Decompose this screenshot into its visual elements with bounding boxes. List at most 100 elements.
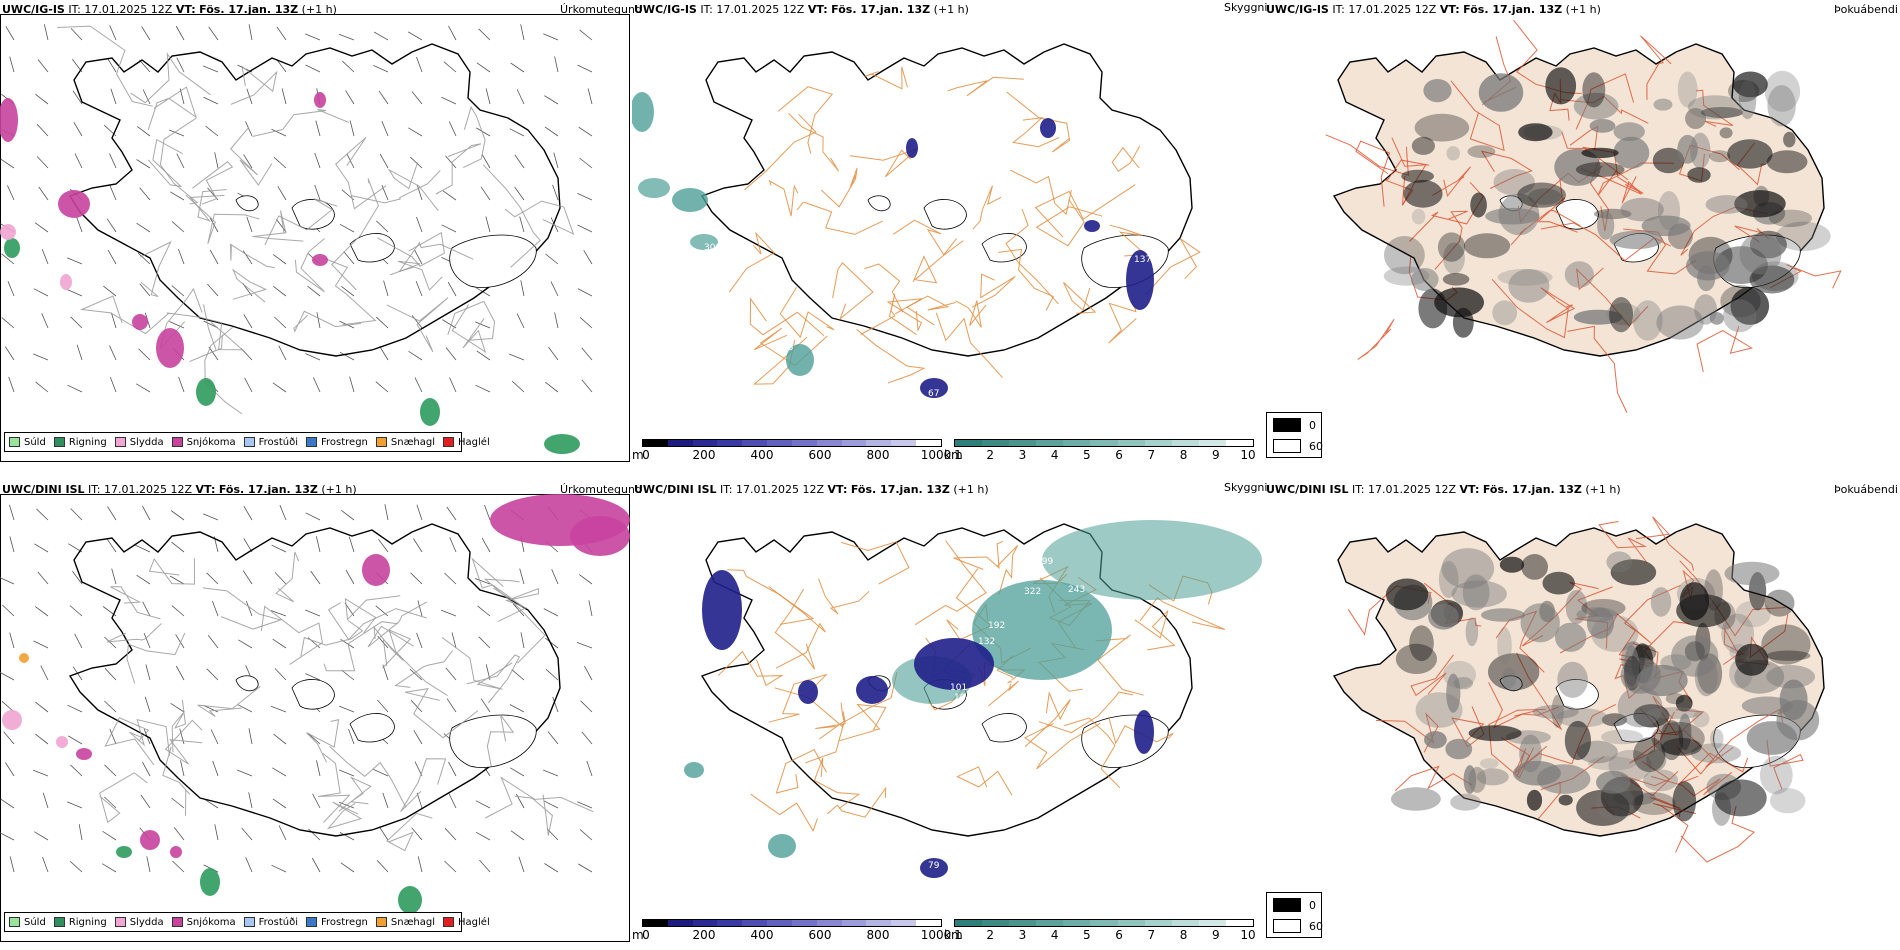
- fog-area: [1601, 713, 1628, 727]
- wind-barb: [443, 61, 457, 73]
- road: [1434, 210, 1468, 270]
- fog-area: [1767, 85, 1796, 127]
- wind-barb: [35, 733, 49, 745]
- wind-barb: [577, 193, 593, 201]
- snow-areas: [76, 494, 630, 858]
- wind-barb: [441, 96, 457, 105]
- road: [1038, 691, 1134, 734]
- wind-barb: [445, 347, 457, 361]
- wind-barb: [109, 25, 117, 41]
- legend-label: Slydda: [129, 436, 164, 448]
- road: [110, 586, 161, 620]
- cloudbase-label: 243: [1068, 585, 1085, 595]
- precip-area: [314, 92, 326, 108]
- fog-area: [1761, 624, 1811, 665]
- road: [335, 137, 387, 210]
- wind-barb: [203, 513, 219, 521]
- wind-barb: [514, 186, 525, 201]
- fog-area: [1401, 169, 1434, 183]
- road: [1347, 585, 1432, 636]
- wind-barb: [8, 376, 15, 393]
- wind-barb: [0, 577, 15, 585]
- fog-area: [1596, 770, 1631, 794]
- road: [1023, 722, 1101, 770]
- wind-barb: [341, 509, 355, 521]
- wind-barb: [587, 88, 593, 105]
- wind-barb: [481, 153, 491, 169]
- fog-area: [1764, 70, 1801, 112]
- fog-area: [1646, 707, 1702, 719]
- wind-barb: [206, 668, 219, 681]
- wind-barb: [305, 512, 321, 521]
- wind-barb: [481, 537, 491, 553]
- road: [1145, 238, 1201, 296]
- wind-barb: [478, 636, 491, 649]
- road: [914, 540, 987, 626]
- legend-swatch: [443, 917, 455, 927]
- wind-barb: [577, 288, 593, 297]
- wind-barb: [33, 640, 49, 649]
- fog-area: [1692, 710, 1710, 728]
- fog-area: [1734, 190, 1786, 218]
- wind-barb: [238, 639, 253, 649]
- road: [1561, 125, 1599, 150]
- fog-area: [1620, 197, 1664, 222]
- fog-area: [1462, 574, 1490, 611]
- wind-barb: [544, 126, 559, 137]
- wind-barb: [76, 216, 83, 233]
- road: [1770, 264, 1842, 289]
- row1-visibility-colorbar: km 1 2 3 4 5 6 7 8 9 10: [944, 436, 1264, 466]
- road: [1620, 760, 1679, 797]
- wind-barb: [111, 312, 117, 329]
- fog-area: [1588, 756, 1637, 771]
- road: [935, 312, 1003, 379]
- road: [338, 776, 372, 812]
- road: [483, 578, 546, 664]
- precip-area: [116, 846, 132, 858]
- wind-barb: [41, 313, 49, 329]
- fog-area: [1636, 664, 1688, 697]
- colorbar-tick: 200: [692, 928, 716, 942]
- wind-barb: [37, 59, 49, 73]
- precip-area: [786, 344, 814, 376]
- road: [728, 231, 775, 293]
- wind-barb: [554, 312, 559, 329]
- wind-barb: [410, 156, 423, 169]
- wind-barb: [338, 705, 355, 713]
- precip-area: [56, 736, 68, 748]
- road: [294, 238, 325, 293]
- wind-barb: [240, 348, 253, 361]
- wind-barb: [245, 121, 253, 137]
- wind-barb: [169, 321, 185, 329]
- road: [1536, 178, 1578, 233]
- wind-barb: [547, 731, 559, 745]
- road: [382, 629, 448, 697]
- precip-area: [570, 516, 630, 556]
- row2-vis-header: UWC/DINI ISL IT: 17.01.2025 12Z VT: Fös.…: [634, 483, 989, 496]
- precip-area: [914, 638, 994, 690]
- wind-barb: [410, 572, 423, 585]
- wind-barb: [476, 62, 491, 73]
- glacier: [1555, 199, 1599, 230]
- row2-cloudbase-colorbar: m 0 200 400 600 800 1000: [632, 916, 951, 946]
- rain-areas: [116, 846, 422, 914]
- wind-barb: [345, 569, 355, 585]
- wind-barb: [514, 154, 525, 169]
- wind-barb: [0, 798, 15, 809]
- legend-swatch: [375, 437, 387, 447]
- wind-barb: [411, 315, 423, 329]
- wind-barb: [375, 605, 389, 617]
- low-cloud: [702, 570, 1154, 878]
- cloudbase-label: 101: [950, 683, 967, 693]
- fog-area: [1783, 131, 1796, 148]
- wind-barb: [42, 792, 49, 809]
- wind-barb: [67, 289, 83, 297]
- wind-barb: [210, 729, 219, 745]
- road: [99, 772, 148, 824]
- wind-barb: [169, 129, 185, 137]
- wind-barb: [7, 185, 15, 201]
- wind-barb: [314, 152, 321, 169]
- wind-barb: [70, 764, 83, 777]
- colorbar-tick: 6: [1115, 928, 1123, 942]
- precip-area: [1126, 250, 1154, 310]
